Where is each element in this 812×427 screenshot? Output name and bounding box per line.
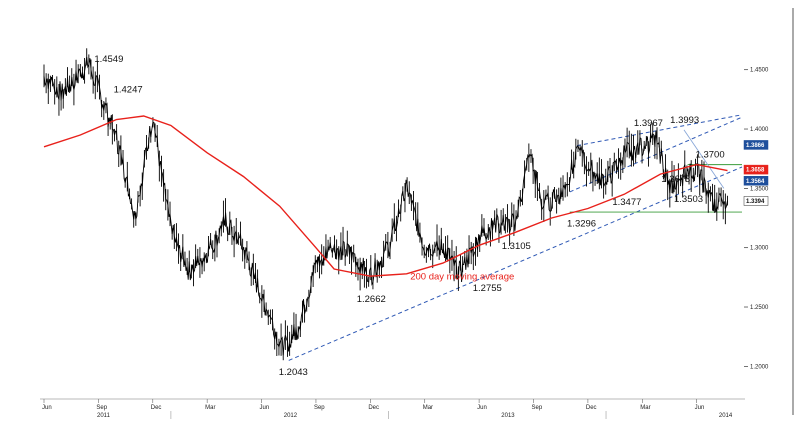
x-tick-label: Sep — [96, 405, 107, 411]
price-badge-label: 1.3866 — [746, 143, 765, 149]
x-tick-label: Dec — [368, 405, 379, 411]
annotation-label: 1.2755 — [473, 283, 502, 294]
price-badge — [743, 176, 769, 186]
price-badge-label: 1.3658 — [746, 168, 765, 174]
y-tick-label: 1.3000 — [750, 246, 769, 252]
x-tick-label: Jun — [42, 405, 52, 411]
annotation-label: 1.3105 — [502, 241, 531, 252]
y-tick-label: 1.2000 — [750, 364, 769, 370]
y-tick-label: 1.4500 — [750, 68, 769, 74]
annotation-label: 1.3700 — [696, 150, 725, 161]
annotation-label: 1.3296 — [567, 219, 596, 230]
x-tick-label: Mar — [423, 405, 433, 411]
price-badge — [743, 196, 769, 206]
annotation-label: 1.3993 — [670, 115, 699, 126]
x-tick-label: Dec — [586, 405, 597, 411]
x-tick-label: Mar — [640, 405, 650, 411]
annotation-label: 1.3477 — [612, 197, 641, 208]
x-year-label: 2012 — [284, 413, 298, 419]
annotation-label: 1.2043 — [279, 367, 308, 378]
price-badge — [743, 164, 769, 175]
price-badge — [743, 140, 769, 150]
moving-average-line — [43, 115, 728, 277]
x-year-label: 2013 — [501, 413, 515, 419]
annotation-label: 1.3503 — [674, 194, 703, 205]
annotations: 1.4549 1.4247 1.2043 1.2662 1.2755 1.3105 1.32… — [94, 54, 724, 378]
trendline — [683, 129, 725, 189]
x-axis: Jun Sep Dec Mar Jun Sep Dec Mar Jun Sep Dec Mar Jun 2… — [42, 399, 733, 419]
price-series — [43, 48, 728, 361]
y-tick-label: 1.2500 — [750, 305, 769, 311]
price-line — [43, 56, 728, 356]
x-year-label: 2014 — [719, 413, 733, 419]
annotation-label: 1.3673 — [661, 174, 690, 185]
price-badge-label: 1.3564 — [746, 179, 765, 185]
annotation-label: 1.2662 — [357, 294, 386, 305]
x-tick-label: Jun — [260, 405, 270, 411]
trendlines — [288, 114, 743, 361]
y-tick-label: 1.4000 — [750, 127, 769, 133]
x-tick-label: Sep — [532, 405, 543, 411]
y-axis: 1.2000 1.2500 1.3000 1.3500 1.4000 1.4500 — [744, 68, 769, 370]
x-tick-label: Mar — [205, 405, 215, 411]
moving-average-label: 200 day moving average — [410, 272, 514, 283]
x-year-label: 2011 — [97, 413, 111, 419]
trendline — [288, 166, 743, 361]
price-badges: 1.3866 1.3658 1.3564 1.3394 — [743, 140, 769, 206]
x-tick-label: Jun — [695, 405, 705, 411]
x-tick-label: Sep — [314, 405, 325, 411]
x-tick-label: Jun — [477, 405, 487, 411]
x-tick-label: Dec — [151, 405, 162, 411]
annotation-label: 1.3967 — [634, 118, 663, 129]
price-badge-label: 1.3394 — [746, 199, 765, 205]
annotation-label: 1.4549 — [94, 54, 123, 65]
y-tick-label: 1.3500 — [750, 186, 769, 192]
moving-average-series — [43, 115, 728, 277]
annotation-label: 1.4247 — [114, 85, 143, 96]
